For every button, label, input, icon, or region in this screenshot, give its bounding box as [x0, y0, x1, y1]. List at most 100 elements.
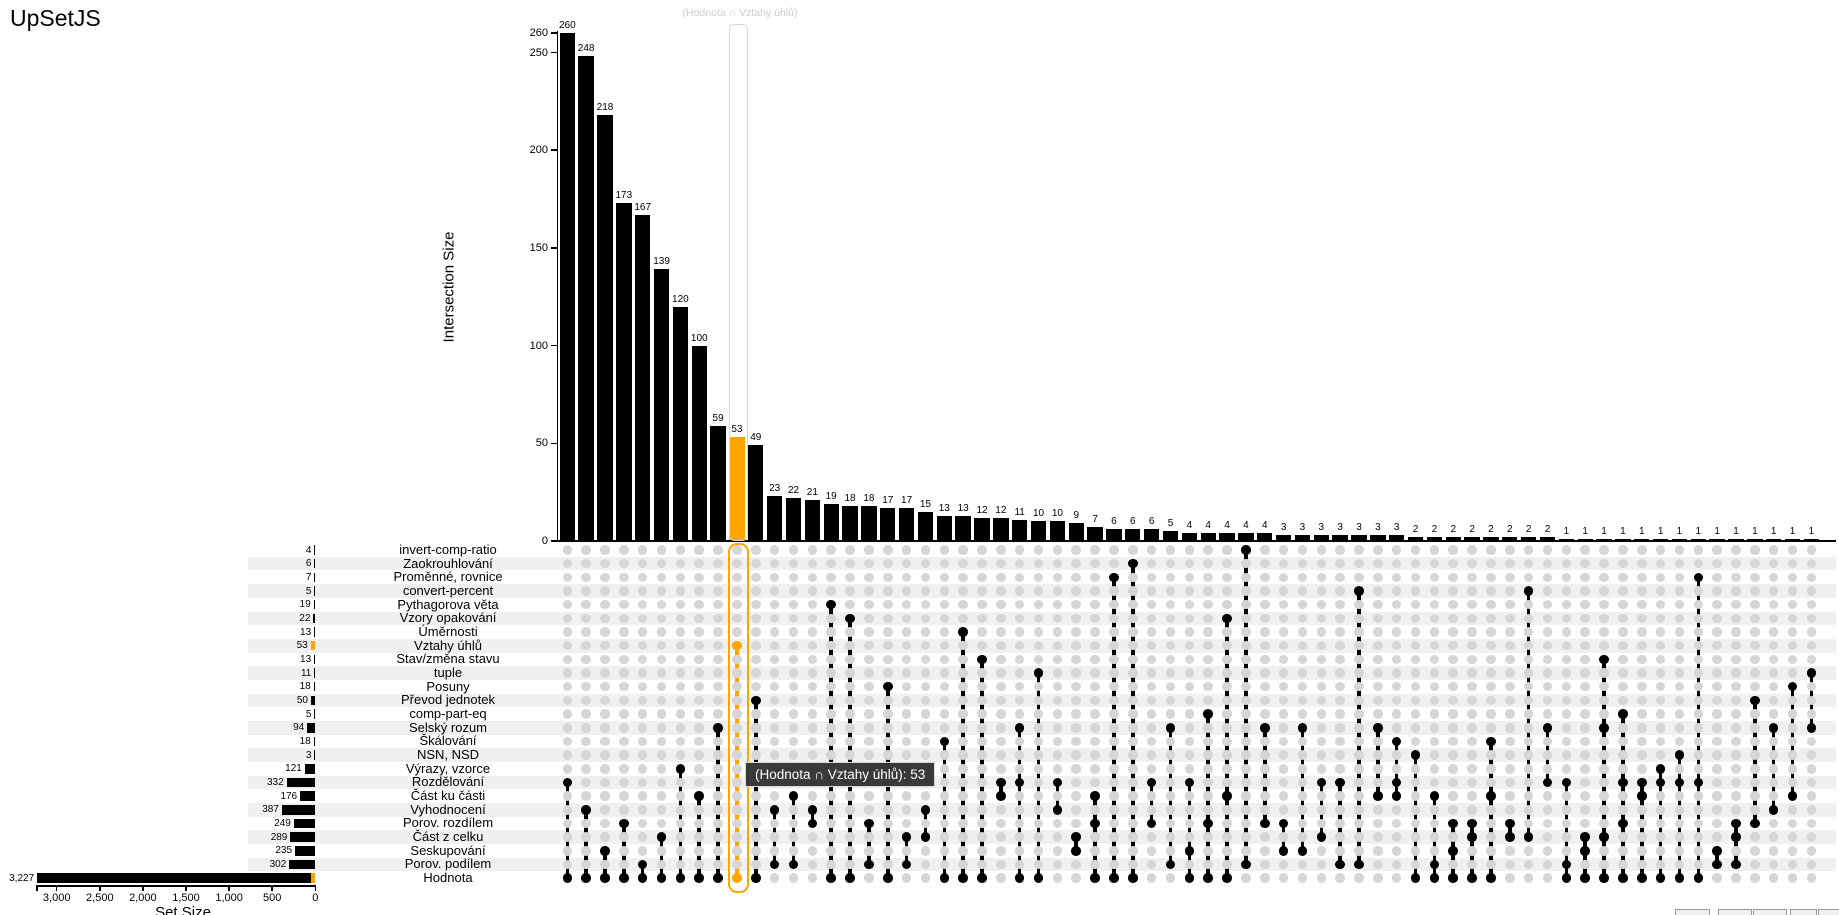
set-size-bar[interactable]: [313, 736, 316, 747]
matrix-member-dot[interactable]: [1090, 818, 1100, 829]
intersection-bar[interactable]: [1068, 523, 1084, 541]
set-size-bar[interactable]: [300, 791, 316, 801]
set-size-bar[interactable]: [314, 586, 316, 596]
matrix-member-dot[interactable]: [788, 859, 799, 870]
intersection-bar[interactable]: [936, 515, 952, 541]
intersection-bar[interactable]: [1483, 537, 1499, 541]
matrix-member-dot[interactable]: [713, 722, 723, 733]
set-size-bar[interactable]: [314, 572, 316, 583]
matrix-member-dot[interactable]: [1693, 873, 1704, 883]
intersection-bar[interactable]: [1558, 539, 1575, 541]
matrix-member-dot[interactable]: [1448, 845, 1459, 856]
matrix-member-dot[interactable]: [1109, 572, 1119, 583]
matrix-member-dot[interactable]: [1674, 750, 1685, 760]
matrix-member-dot[interactable]: [1618, 873, 1628, 883]
intersection-bar[interactable]: [1690, 539, 1706, 541]
intersection-bar[interactable]: [766, 496, 783, 541]
matrix-member-dot[interactable]: [996, 791, 1006, 801]
intersection-bar[interactable]: [1238, 533, 1254, 541]
intersection-bar[interactable]: [691, 345, 707, 541]
set-size-bar[interactable]: [290, 832, 316, 842]
matrix-member-dot[interactable]: [939, 873, 950, 883]
matrix-member-dot[interactable]: [826, 873, 836, 883]
intersection-bar[interactable]: [1596, 539, 1612, 541]
matrix-member-dot[interactable]: [1090, 791, 1100, 801]
matrix-member-dot[interactable]: [1655, 873, 1666, 883]
matrix-member-dot[interactable]: [1184, 845, 1195, 856]
set-size-bar[interactable]: [37, 873, 316, 883]
matrix-member-dot[interactable]: [1052, 777, 1063, 788]
intersection-bar[interactable]: [635, 214, 651, 541]
matrix-member-dot[interactable]: [1184, 873, 1195, 883]
intersection-bar[interactable]: [1652, 539, 1669, 541]
matrix-member-dot[interactable]: [1090, 873, 1100, 883]
intersection-bar[interactable]: [1407, 537, 1424, 541]
intersection-bar[interactable]: [1728, 539, 1744, 541]
intersection-bar[interactable]: [1181, 533, 1198, 541]
matrix-member-dot[interactable]: [1373, 791, 1383, 801]
matrix-member-dot[interactable]: [1693, 777, 1704, 788]
matrix-member-dot[interactable]: [581, 873, 591, 883]
matrix-member-dot[interactable]: [1203, 873, 1213, 883]
matrix-member-dot[interactable]: [1203, 818, 1213, 829]
matrix-member-dot[interactable]: [769, 804, 780, 815]
matrix-member-dot[interactable]: [1278, 845, 1289, 856]
intersection-bar[interactable]: [1143, 529, 1160, 541]
matrix-member-dot[interactable]: [1429, 859, 1440, 870]
matrix-member-dot[interactable]: [1712, 859, 1722, 870]
matrix-member-dot[interactable]: [1580, 832, 1590, 842]
matrix-member-dot[interactable]: [845, 613, 855, 624]
matrix-member-dot[interactable]: [1448, 818, 1459, 829]
intersection-bar[interactable]: [880, 507, 896, 541]
set-label[interactable]: Výrazy, vzorce: [405, 760, 491, 776]
matrix-member-dot[interactable]: [1014, 873, 1025, 883]
matrix-member-dot[interactable]: [1712, 845, 1722, 856]
intersection-bar[interactable]: [1257, 533, 1273, 541]
matrix-member-dot[interactable]: [807, 818, 818, 829]
intersection-bar[interactable]: [823, 503, 839, 541]
matrix-member-dot[interactable]: [1448, 873, 1459, 883]
matrix-member-dot[interactable]: [1278, 818, 1289, 829]
matrix-member-dot[interactable]: [751, 873, 761, 883]
matrix-member-dot[interactable]: [1523, 832, 1534, 842]
intersection-bar[interactable]: [616, 202, 632, 541]
set-label[interactable]: NSN, NSD: [416, 747, 480, 763]
matrix-member-dot[interactable]: [1768, 722, 1779, 733]
intersection-bar[interactable]: [1615, 539, 1631, 541]
set-size-bar[interactable]: [314, 627, 316, 637]
set-size-bar[interactable]: [293, 818, 316, 829]
matrix-member-dot[interactable]: [637, 873, 648, 883]
matrix-member-dot[interactable]: [901, 859, 912, 870]
intersection-bar[interactable]: [955, 515, 971, 541]
intersection-bar[interactable]: [1520, 537, 1537, 541]
matrix-member-dot[interactable]: [1033, 873, 1044, 883]
intersection-bar[interactable]: [1219, 533, 1235, 541]
matrix-member-dot[interactable]: [977, 654, 987, 665]
matrix-member-dot[interactable]: [1674, 777, 1685, 788]
matrix-member-dot[interactable]: [1636, 777, 1647, 788]
matrix-member-dot[interactable]: [1806, 722, 1817, 733]
set-size-bar[interactable]: [314, 654, 316, 665]
matrix-member-dot[interactable]: [1259, 722, 1270, 733]
matrix-member-dot[interactable]: [807, 804, 818, 815]
set-label[interactable]: convert-percent: [402, 583, 494, 598]
matrix-member-dot[interactable]: [1165, 859, 1176, 870]
matrix-member-dot[interactable]: [1750, 695, 1760, 706]
intersection-bar[interactable]: [1351, 535, 1367, 541]
matrix-member-dot[interactable]: [1222, 873, 1232, 883]
set-label[interactable]: Posuny: [426, 678, 470, 694]
matrix-member-dot[interactable]: [1146, 777, 1157, 788]
matrix-member-dot[interactable]: [732, 873, 742, 883]
matrix-member-dot[interactable]: [656, 873, 667, 883]
matrix-member-dot[interactable]: [1693, 572, 1704, 583]
matrix-member-dot[interactable]: [1505, 832, 1515, 842]
intersection-bar[interactable]: [1370, 535, 1386, 541]
intersection-bar[interactable]: [974, 517, 990, 541]
matrix-member-dot[interactable]: [1222, 613, 1232, 624]
matrix-member-dot[interactable]: [1561, 859, 1572, 870]
intersection-bar[interactable]: [1275, 535, 1292, 541]
matrix-member-dot[interactable]: [1787, 681, 1798, 692]
matrix-member-dot[interactable]: [751, 695, 761, 706]
intersection-bar[interactable]: [1012, 519, 1028, 541]
set-label[interactable]: Vyhodnocení: [410, 801, 486, 817]
